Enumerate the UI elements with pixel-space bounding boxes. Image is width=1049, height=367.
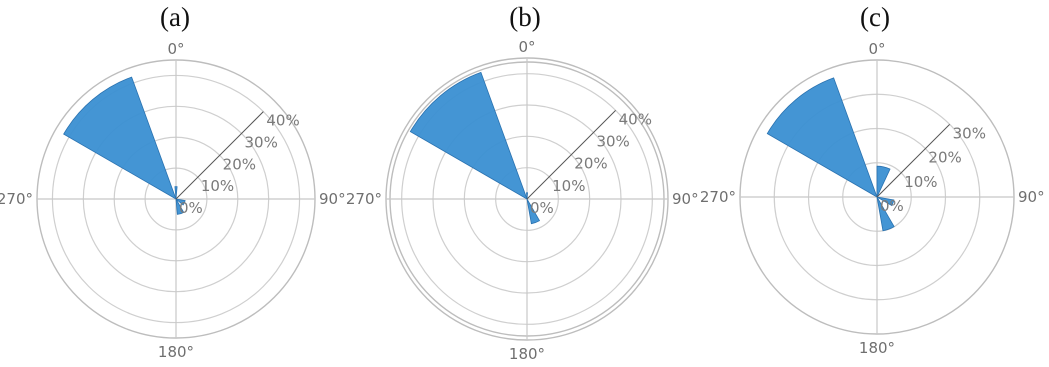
radial-scale-axis	[175, 111, 264, 200]
direction-label-west: 270°	[700, 188, 736, 206]
radial-tick-label: 0%	[880, 197, 904, 215]
direction-label-south: 180°	[509, 345, 545, 363]
radial-tick-label: 30%	[245, 133, 278, 151]
sector-wedge	[526, 198, 541, 225]
radial-tick-label: 40%	[619, 110, 652, 128]
sector-wedge	[876, 196, 895, 232]
sector-wedge	[766, 77, 878, 198]
radial-tick-label: 0%	[179, 199, 203, 217]
sector-wedge	[174, 186, 178, 200]
direction-label-south: 180°	[859, 339, 895, 357]
radial-tick-label: 10%	[201, 177, 234, 195]
sector-wedge	[526, 192, 528, 200]
panel-title: (b)	[509, 2, 541, 32]
direction-label-west: 270°	[346, 190, 382, 208]
direction-label-north: 0°	[167, 40, 184, 58]
radial-tick-label: 20%	[223, 155, 256, 173]
sector-wedge	[409, 71, 528, 200]
radial-tick-label: 20%	[928, 149, 961, 167]
radial-tick-label: 40%	[266, 112, 299, 130]
radial-tick-label: 30%	[596, 133, 629, 151]
direction-label-east: 90°	[319, 190, 346, 208]
sector-wedge	[876, 165, 891, 198]
direction-label-east: 90°	[672, 190, 699, 208]
radial-tick-label: 0%	[530, 199, 554, 217]
direction-label-north: 0°	[868, 40, 885, 58]
polar-chart-a: 0% 10% 20% 30% 40% 0° 90° 180° 270°	[0, 40, 346, 361]
radial-scale-axis	[876, 123, 951, 198]
polar-chart-c: 0%10% 20% 30% 0° 90° 180° 270°	[700, 40, 1045, 357]
radial-tick-label: 10%	[552, 177, 585, 195]
sector-wedge	[63, 76, 177, 200]
chart-panel-b: (b) 0% 10% 20% 30% 40% 0° 90° 180° 270°	[346, 0, 700, 367]
sector-wedge	[175, 198, 185, 215]
sector-wedge	[876, 196, 895, 207]
radial-tick-label: 10%	[904, 173, 937, 191]
direction-label-north: 0°	[518, 38, 535, 56]
polar-chart-b: 0% 10% 20% 30% 40% 0° 90° 180° 270°	[346, 38, 699, 363]
panel-title: (a)	[160, 2, 190, 32]
direction-label-west: 270°	[0, 190, 33, 208]
direction-label-east: 90°	[1018, 188, 1045, 206]
chart-panel-a: (a) 0% 10% 20% 30% 40% 0° 90° 180° 270°	[0, 0, 350, 367]
radial-tick-label: 30%	[953, 124, 986, 142]
panel-title: (c)	[860, 2, 890, 32]
sector-wedge	[174, 198, 186, 206]
chart-panel-c: (c) 0% 10% 20% 30% 0° 90° 180° 270°	[700, 0, 1049, 367]
radial-tick-label: 20%	[574, 155, 607, 173]
radial-scale-axis	[526, 110, 616, 200]
direction-label-south: 180°	[158, 343, 194, 361]
